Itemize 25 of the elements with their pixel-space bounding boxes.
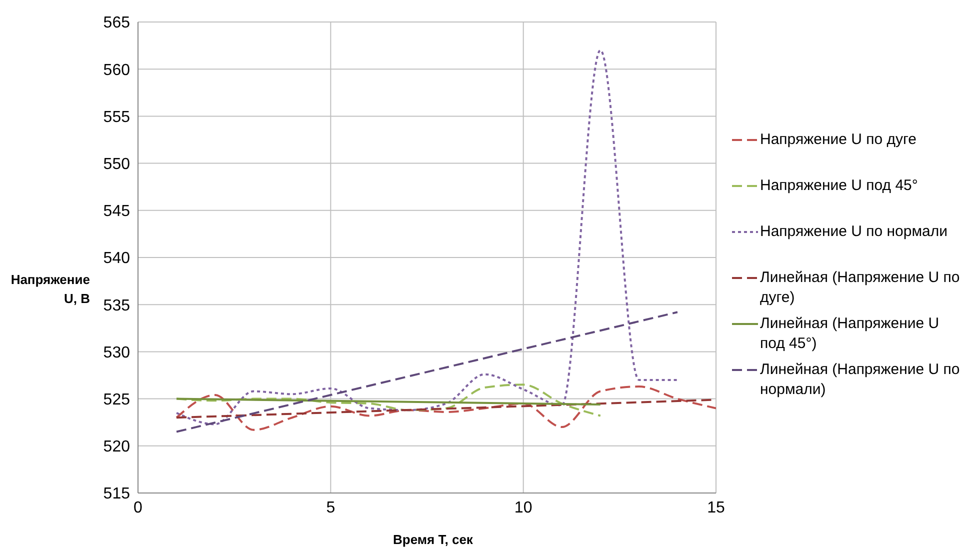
- legend-label: Линейная (Напряжение U по дуге): [760, 268, 961, 308]
- y-tick-label: 540: [103, 250, 130, 268]
- legend-label: Напряжение U по дуге: [760, 130, 917, 150]
- legend-label: Напряжение U по нормали: [760, 222, 948, 242]
- x-tick-label: 15: [707, 499, 725, 516]
- y-tick-label: 545: [103, 203, 130, 220]
- legend-label: Линейная (Напряжение U под 45°): [760, 314, 940, 354]
- line-series: [176, 49, 678, 426]
- y-axis-title: Напряжение U, В: [10, 271, 90, 308]
- x-axis-title: Время T, сек: [392, 532, 474, 547]
- legend-label: Линейная (Напряжение U по нормали): [760, 360, 961, 400]
- x-tick-label: 10: [514, 499, 532, 516]
- y-tick-label: 535: [103, 297, 130, 314]
- y-tick-label: 565: [103, 14, 130, 32]
- x-tick-label: 0: [134, 499, 143, 516]
- y-tick-label: 530: [103, 344, 130, 362]
- y-tick-label: 525: [103, 391, 130, 408]
- y-tick-label: 555: [103, 108, 130, 126]
- line-series: [176, 386, 716, 431]
- y-tick-label: 520: [103, 438, 130, 456]
- legend-label: Напряжение U под 45°: [760, 176, 918, 196]
- y-tick-label: 515: [103, 486, 130, 503]
- x-tick-label: 5: [326, 499, 336, 516]
- y-tick-label: 560: [103, 62, 130, 79]
- y-tick-label: 550: [103, 156, 130, 173]
